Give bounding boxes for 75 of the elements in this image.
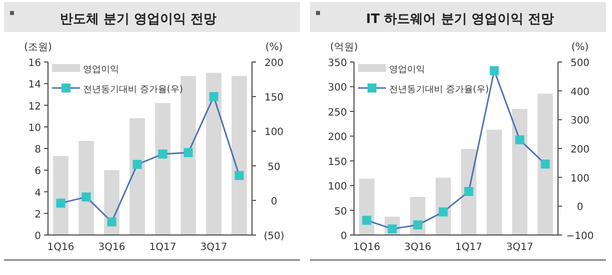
point	[540, 160, 550, 169]
point	[362, 216, 372, 225]
y-tick-label: 300	[328, 82, 347, 94]
point	[82, 192, 91, 202]
legend-label: 영업이익	[83, 65, 119, 75]
y-tick-label: 50	[334, 206, 347, 218]
bar	[512, 108, 528, 235]
bar	[538, 94, 553, 235]
y2-tick-label: 100	[264, 127, 284, 138]
bar	[78, 140, 94, 235]
y2-axis-title: (%)	[265, 42, 283, 53]
point	[464, 186, 474, 196]
y-tick-label: 2	[34, 209, 41, 220]
bar	[461, 148, 476, 235]
bar	[486, 130, 502, 235]
y-tick-label: 250	[328, 107, 347, 118]
y-tick-label: 12	[28, 101, 41, 112]
y-tick-label: 6	[34, 166, 41, 178]
y-tick-label: 150	[328, 156, 347, 168]
y-tick-label: 4	[34, 188, 41, 199]
y2-tick-label: 200	[264, 58, 284, 69]
point	[515, 135, 524, 144]
point	[438, 207, 448, 216]
point	[107, 217, 116, 226]
y2-tick-label: (50)	[264, 231, 284, 242]
y-tick-label: 10	[28, 122, 41, 134]
x-tick-label: 3Q16	[404, 242, 432, 253]
point	[490, 66, 499, 76]
y-tick-label: 350	[328, 58, 347, 69]
bar	[130, 118, 145, 235]
x-tick-label: 1Q17	[149, 242, 176, 253]
legend-label: 전년동기대비 증가율(우)	[389, 85, 489, 95]
y2-tick-label: 300	[570, 116, 590, 127]
y-tick-label: 200	[328, 132, 347, 144]
bar	[359, 178, 374, 235]
point	[56, 198, 66, 208]
point	[234, 170, 244, 180]
legend-label: 영업이익	[389, 65, 425, 75]
y2-tick-label: 400	[570, 86, 590, 98]
y-tick-label: 100	[328, 182, 347, 193]
x-tick-label: 1Q16	[47, 242, 74, 253]
chart-title: IT 하드웨어 분기 영업이익 전망	[366, 12, 554, 27]
y-tick-label: 14	[28, 80, 41, 91]
bar	[155, 103, 170, 235]
x-tick-label: 1Q17	[455, 242, 482, 253]
y-tick-label: 0	[34, 231, 41, 242]
y-tick-label: 0	[340, 231, 347, 242]
y2-tick-label: 200	[570, 144, 590, 156]
y2-axis-title: (%)	[571, 42, 589, 53]
y2-tick-label: 0	[576, 202, 584, 214]
point	[209, 92, 218, 102]
y2-tick-label: 500	[570, 58, 590, 69]
legend-label: 전년동기대비 증가율(우)	[83, 85, 183, 95]
y-tick-label: 8	[34, 144, 41, 156]
x-tick-label: 3Q17	[506, 242, 534, 253]
point	[132, 160, 142, 169]
point	[158, 150, 168, 159]
y2-tick-label: 100	[570, 173, 590, 184]
chart-title: 반도체 분기 영업이익 전망	[60, 12, 217, 27]
bar	[53, 156, 68, 235]
point	[413, 220, 422, 230]
x-tick-label: 1Q16	[353, 242, 380, 253]
x-tick-label: 3Q17	[200, 242, 228, 253]
y2-tick-label: −100	[566, 231, 594, 242]
y-axis-title: (조원)	[24, 42, 52, 53]
bar	[232, 76, 247, 235]
y2-tick-label: 150	[264, 92, 284, 104]
y2-tick-label: 0	[270, 196, 278, 208]
y-tick-label: 16	[28, 58, 41, 69]
y-axis-title: (억원)	[330, 42, 358, 53]
point	[184, 148, 193, 158]
bar	[206, 72, 222, 235]
x-tick-label: 3Q16	[98, 242, 126, 253]
bar	[180, 76, 196, 235]
y2-tick-label: 50	[268, 162, 280, 173]
